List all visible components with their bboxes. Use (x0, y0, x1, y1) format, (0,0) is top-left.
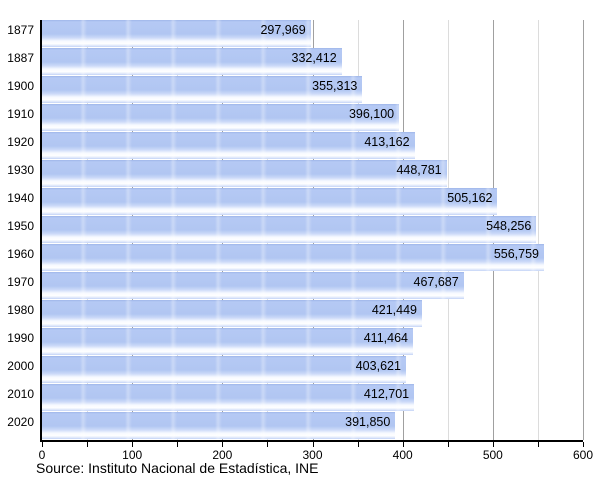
bar-1910: 396,100 (42, 104, 400, 131)
bar-value-label: 411,464 (363, 331, 408, 345)
bar-1930: 448,781 (42, 160, 447, 187)
gridline (583, 20, 584, 440)
bar-value-label: 467,687 (413, 275, 459, 289)
bar-1940: 505,162 (42, 188, 498, 215)
x-tick (42, 442, 43, 447)
gridline (537, 20, 539, 440)
x-tick-label: 0 (38, 448, 46, 462)
x-tick (312, 442, 314, 447)
bar-2010: 412,701 (42, 384, 415, 411)
x-tick (357, 442, 359, 447)
bar-1877: 297,969 (42, 20, 311, 47)
bar-value-label: 355,313 (312, 79, 358, 93)
year-label: 2020 (7, 415, 34, 429)
bar-value-label: 556,759 (493, 247, 539, 261)
bar-value-label: 548,256 (486, 219, 532, 233)
bar-1920: 413,162 (42, 132, 415, 159)
bar-1960: 556,759 (42, 244, 544, 271)
bar-1980: 421,449 (42, 300, 422, 327)
x-tick-label: 300 (302, 448, 323, 462)
bar-1990: 411,464 (42, 328, 413, 355)
year-label: 1980 (7, 303, 34, 317)
year-label: 2000 (7, 359, 34, 373)
year-label: 1950 (7, 219, 34, 233)
x-tick (492, 442, 494, 447)
bar-row: 412,701 (42, 384, 583, 412)
bar-value-label: 412,701 (363, 387, 410, 401)
bar-row: 421,449 (42, 300, 583, 328)
x-tick (583, 442, 584, 447)
x-tick (177, 442, 179, 447)
x-tick (267, 442, 269, 447)
bar-2000: 403,621 (42, 356, 406, 383)
bar-value-label: 421,449 (371, 303, 417, 317)
y-axis-labels: 1877 1887 1900 1910 1920 1930 1940 1950 1960 1970… (0, 20, 34, 440)
year-label: 1940 (7, 191, 34, 205)
x-axis-ticks (42, 442, 584, 448)
x-axis-labels: 0 100 200 300 400 500 600 (38, 448, 593, 462)
bar-value-label: 396,100 (348, 107, 395, 121)
year-label: 1960 (7, 247, 34, 261)
bar-row: 411,464 (42, 328, 583, 356)
x-tick-label: 500 (482, 448, 503, 462)
bar-row: 448,781 (42, 160, 583, 188)
x-tick-label: 400 (392, 448, 413, 462)
bar-row: 391,850 (42, 412, 583, 440)
x-tick (87, 442, 89, 447)
year-label: 1990 (7, 331, 34, 345)
bar-row: 548,256 (42, 216, 583, 244)
bar-row: 413,162 (42, 132, 583, 160)
bar-value-label: 297,969 (260, 23, 306, 37)
year-label: 1910 (7, 107, 34, 121)
bar-row: 355,313 (42, 76, 583, 104)
year-label: 1920 (7, 135, 34, 149)
bar-1950: 548,256 (42, 216, 537, 243)
bar-row: 332,412 (42, 48, 583, 76)
x-tick (447, 442, 449, 447)
bar-row: 505,162 (42, 188, 583, 216)
bar-value-label: 448,781 (396, 163, 442, 177)
year-label: 1877 (7, 23, 34, 37)
bar-1970: 467,687 (42, 272, 464, 299)
x-tick (222, 442, 224, 447)
x-tick-label: 100 (122, 448, 143, 462)
x-tick-label: 600 (572, 448, 594, 462)
bar-rows: 297,969 332,412 355,313 396,100 413,162 448,7… (42, 20, 583, 440)
year-label: 2010 (7, 387, 34, 401)
bar-value-label: 413,162 (364, 135, 410, 149)
bar-value-label: 505,162 (447, 191, 493, 205)
x-tick (537, 442, 539, 447)
x-tick (402, 442, 404, 447)
bar-value-label: 403,621 (355, 359, 401, 373)
bar-row: 467,687 (42, 272, 583, 300)
x-tick-label: 200 (212, 448, 233, 462)
bar-row: 403,621 (42, 356, 583, 384)
bar-row: 556,759 (42, 244, 583, 272)
bar-2020: 391,850 (42, 412, 396, 439)
bar-1900: 355,313 (42, 76, 363, 103)
bar-value-label: 332,412 (291, 51, 337, 65)
year-label: 1970 (7, 275, 34, 289)
source-text: Source: Instituto Nacional de Estadístic… (36, 460, 319, 476)
bar-1887: 332,412 (42, 48, 342, 75)
year-label: 1887 (7, 51, 34, 65)
bar-row: 396,100 (42, 104, 583, 132)
bar-value-label: 391,850 (345, 415, 391, 429)
x-tick (132, 442, 134, 447)
year-label: 1900 (7, 79, 34, 93)
year-label: 1930 (7, 163, 34, 177)
bar-row: 297,969 (42, 20, 583, 48)
plot-area: 297,969 332,412 355,313 396,100 413,162 448,7… (40, 20, 584, 442)
